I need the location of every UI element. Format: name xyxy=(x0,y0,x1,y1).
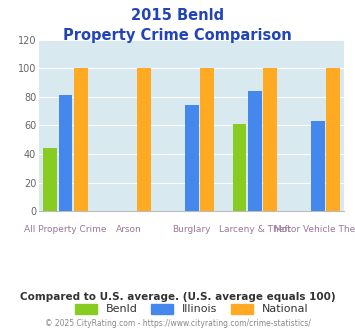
Text: © 2025 CityRating.com - https://www.cityrating.com/crime-statistics/: © 2025 CityRating.com - https://www.city… xyxy=(45,319,310,328)
Bar xyxy=(59,95,72,211)
Bar xyxy=(326,68,340,211)
Text: Larceny & Theft: Larceny & Theft xyxy=(219,225,291,234)
Text: Burglary: Burglary xyxy=(173,225,211,234)
Text: Property Crime Comparison: Property Crime Comparison xyxy=(63,28,292,43)
Text: Compared to U.S. average. (U.S. average equals 100): Compared to U.S. average. (U.S. average … xyxy=(20,292,335,302)
Bar xyxy=(233,124,246,211)
Bar xyxy=(74,68,88,211)
Text: All Property Crime: All Property Crime xyxy=(24,225,107,234)
Bar xyxy=(311,121,325,211)
Bar xyxy=(43,148,57,211)
Bar xyxy=(263,68,277,211)
Bar xyxy=(185,105,198,211)
Bar xyxy=(248,91,262,211)
Bar xyxy=(200,68,214,211)
Text: 2015 Benld: 2015 Benld xyxy=(131,8,224,23)
Text: Arson: Arson xyxy=(116,225,142,234)
Text: Motor Vehicle Theft: Motor Vehicle Theft xyxy=(274,225,355,234)
Legend: Benld, Illinois, National: Benld, Illinois, National xyxy=(70,299,313,319)
Bar xyxy=(137,68,151,211)
